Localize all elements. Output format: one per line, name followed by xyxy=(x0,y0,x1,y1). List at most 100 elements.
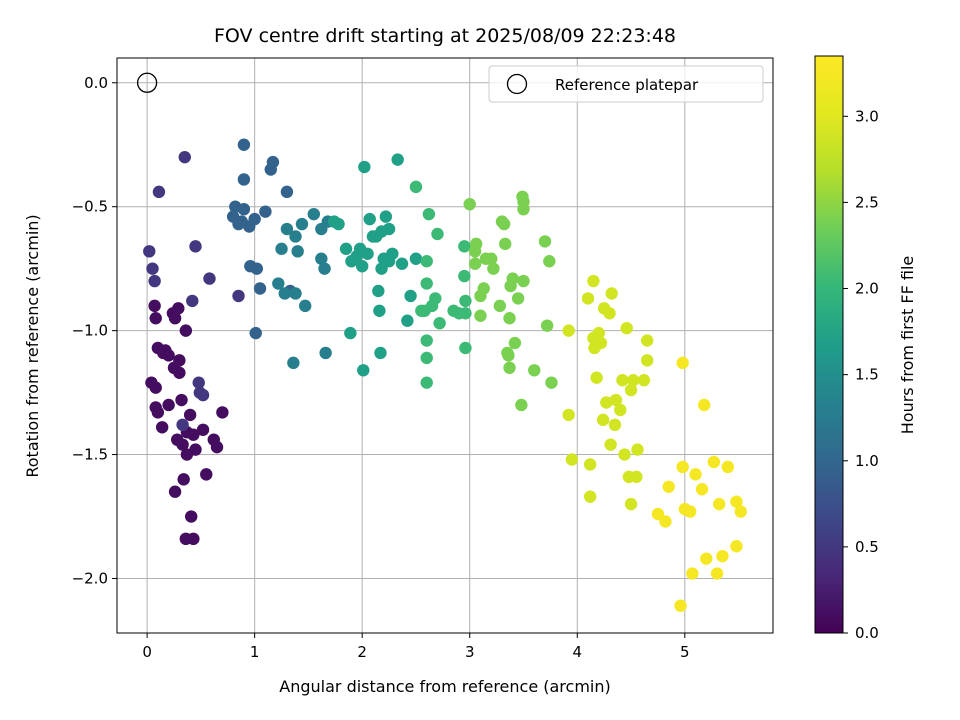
data-point xyxy=(618,448,631,461)
colorbar: 0.0 0.5 1.0 1.5 2.0 2.5 3.0 Hours from first F… xyxy=(814,55,917,642)
data-point xyxy=(404,289,417,303)
data-point xyxy=(487,262,500,275)
data-point xyxy=(152,185,166,199)
data-point xyxy=(355,259,369,273)
data-point xyxy=(562,324,575,337)
reference-marker xyxy=(136,72,158,93)
data-point xyxy=(196,388,210,402)
data-point xyxy=(373,304,386,318)
data-point xyxy=(171,433,184,446)
data-point xyxy=(640,354,654,367)
data-point xyxy=(237,138,251,151)
data-point xyxy=(468,257,482,270)
legend-label-reference: Reference platepar xyxy=(555,76,699,94)
data-point xyxy=(280,185,294,199)
plot-frame xyxy=(116,57,774,634)
data-point xyxy=(422,207,436,221)
data-point xyxy=(361,247,374,260)
data-point xyxy=(659,515,672,528)
data-point xyxy=(372,284,385,298)
legend: Reference platepar xyxy=(488,65,764,103)
data-point xyxy=(183,408,197,422)
data-point xyxy=(459,307,472,320)
data-point xyxy=(614,403,627,417)
colorbar-tick-label: 1.5 xyxy=(855,366,879,384)
data-point xyxy=(391,153,404,166)
data-point xyxy=(148,274,161,288)
data-point xyxy=(295,217,309,231)
data-point xyxy=(259,205,272,218)
data-point xyxy=(395,257,409,270)
data-point xyxy=(538,235,552,248)
legend-marker-reference xyxy=(506,73,528,95)
data-point xyxy=(463,198,476,211)
x-axis-label: Angular distance from reference (arcmin) xyxy=(279,677,610,696)
data-point xyxy=(676,356,689,370)
data-point xyxy=(420,334,433,347)
data-point xyxy=(185,510,198,523)
data-point xyxy=(543,255,556,268)
data-point xyxy=(517,274,530,288)
data-point xyxy=(503,312,516,325)
y-tick-label: −2.0 xyxy=(72,569,108,587)
data-point xyxy=(469,237,483,251)
data-point xyxy=(232,289,245,303)
data-point xyxy=(590,371,603,384)
data-point xyxy=(497,217,511,231)
data-point xyxy=(379,210,393,223)
data-point xyxy=(318,262,331,275)
data-point xyxy=(620,321,633,335)
data-point xyxy=(203,272,216,285)
data-point xyxy=(146,262,159,275)
colorbar-ticks: 0.0 0.5 1.0 1.5 2.0 2.5 3.0 xyxy=(843,107,879,642)
x-tick-label: 5 xyxy=(680,643,690,661)
data-point xyxy=(179,324,193,337)
data-point xyxy=(508,336,522,350)
data-point xyxy=(506,272,519,285)
data-point xyxy=(196,423,210,436)
colorbar-tick-label: 1.0 xyxy=(855,452,879,470)
data-point xyxy=(596,413,610,427)
data-point xyxy=(700,552,713,565)
colorbar-tick-label: 0.5 xyxy=(855,538,879,556)
data-point xyxy=(189,240,202,253)
data-point xyxy=(713,497,726,511)
x-tick-label: 2 xyxy=(357,643,367,661)
data-point xyxy=(229,200,242,213)
data-point xyxy=(363,212,376,226)
data-point xyxy=(289,230,302,243)
data-point xyxy=(162,398,175,412)
data-point xyxy=(200,468,213,481)
chart-title: FOV centre drift starting at 2025/08/09 … xyxy=(214,25,676,47)
y-axis-ticks: 0.0 −0.5 −1.0 −1.5 −2.0 xyxy=(72,74,117,587)
data-point xyxy=(499,237,512,251)
data-point xyxy=(249,326,262,340)
data-point xyxy=(562,408,575,422)
data-point xyxy=(721,460,735,474)
data-point xyxy=(565,453,579,466)
data-point xyxy=(485,252,498,265)
x-tick-label: 4 xyxy=(573,643,583,661)
data-point xyxy=(640,334,654,347)
data-point xyxy=(172,302,185,315)
data-point xyxy=(272,277,285,290)
data-point xyxy=(734,505,747,518)
data-point xyxy=(420,376,433,389)
data-point xyxy=(420,277,433,290)
x-axis-ticks: 0 1 2 3 4 5 xyxy=(142,633,690,661)
data-point xyxy=(603,307,616,320)
data-point xyxy=(689,468,702,481)
data-point xyxy=(168,485,182,498)
data-point xyxy=(608,418,622,432)
data-point xyxy=(319,346,332,360)
data-point xyxy=(216,406,229,419)
data-point xyxy=(401,314,414,327)
data-point xyxy=(275,242,288,256)
data-point xyxy=(177,473,190,486)
data-point xyxy=(420,255,433,268)
data-point xyxy=(583,458,597,471)
data-point xyxy=(176,418,189,432)
data-point xyxy=(358,160,371,174)
data-point xyxy=(674,599,687,612)
x-tick-label: 0 xyxy=(142,643,152,661)
